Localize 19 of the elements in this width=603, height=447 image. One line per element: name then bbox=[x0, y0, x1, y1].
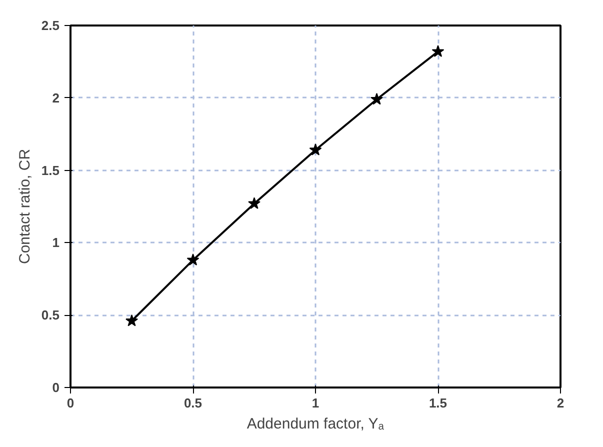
x-tick-label: 0.5 bbox=[184, 396, 202, 410]
point bbox=[248, 197, 260, 209]
y-tick-label: 2 bbox=[52, 90, 60, 106]
point bbox=[370, 92, 383, 105]
x-tick-label: 2 bbox=[556, 396, 564, 410]
point bbox=[309, 144, 322, 156]
x-tick-label: 0 bbox=[66, 396, 74, 410]
y-axis-title: Contact ratio, CR bbox=[16, 148, 34, 264]
y-tick-label: 1 bbox=[52, 235, 60, 250]
y-tick-label: 0 bbox=[52, 380, 60, 395]
point bbox=[186, 254, 200, 266]
y-tick-label: 0.5 bbox=[41, 308, 60, 323]
point bbox=[126, 314, 138, 326]
x-axis-title: Addendum factor, Yₐ bbox=[246, 416, 384, 432]
x-tick-label: 1 bbox=[312, 396, 320, 410]
x-tick-label: 1.5 bbox=[428, 396, 448, 410]
y-tick-label: 2.5 bbox=[41, 18, 60, 33]
point bbox=[432, 45, 444, 57]
y-tick-label: 1.5 bbox=[41, 162, 60, 178]
